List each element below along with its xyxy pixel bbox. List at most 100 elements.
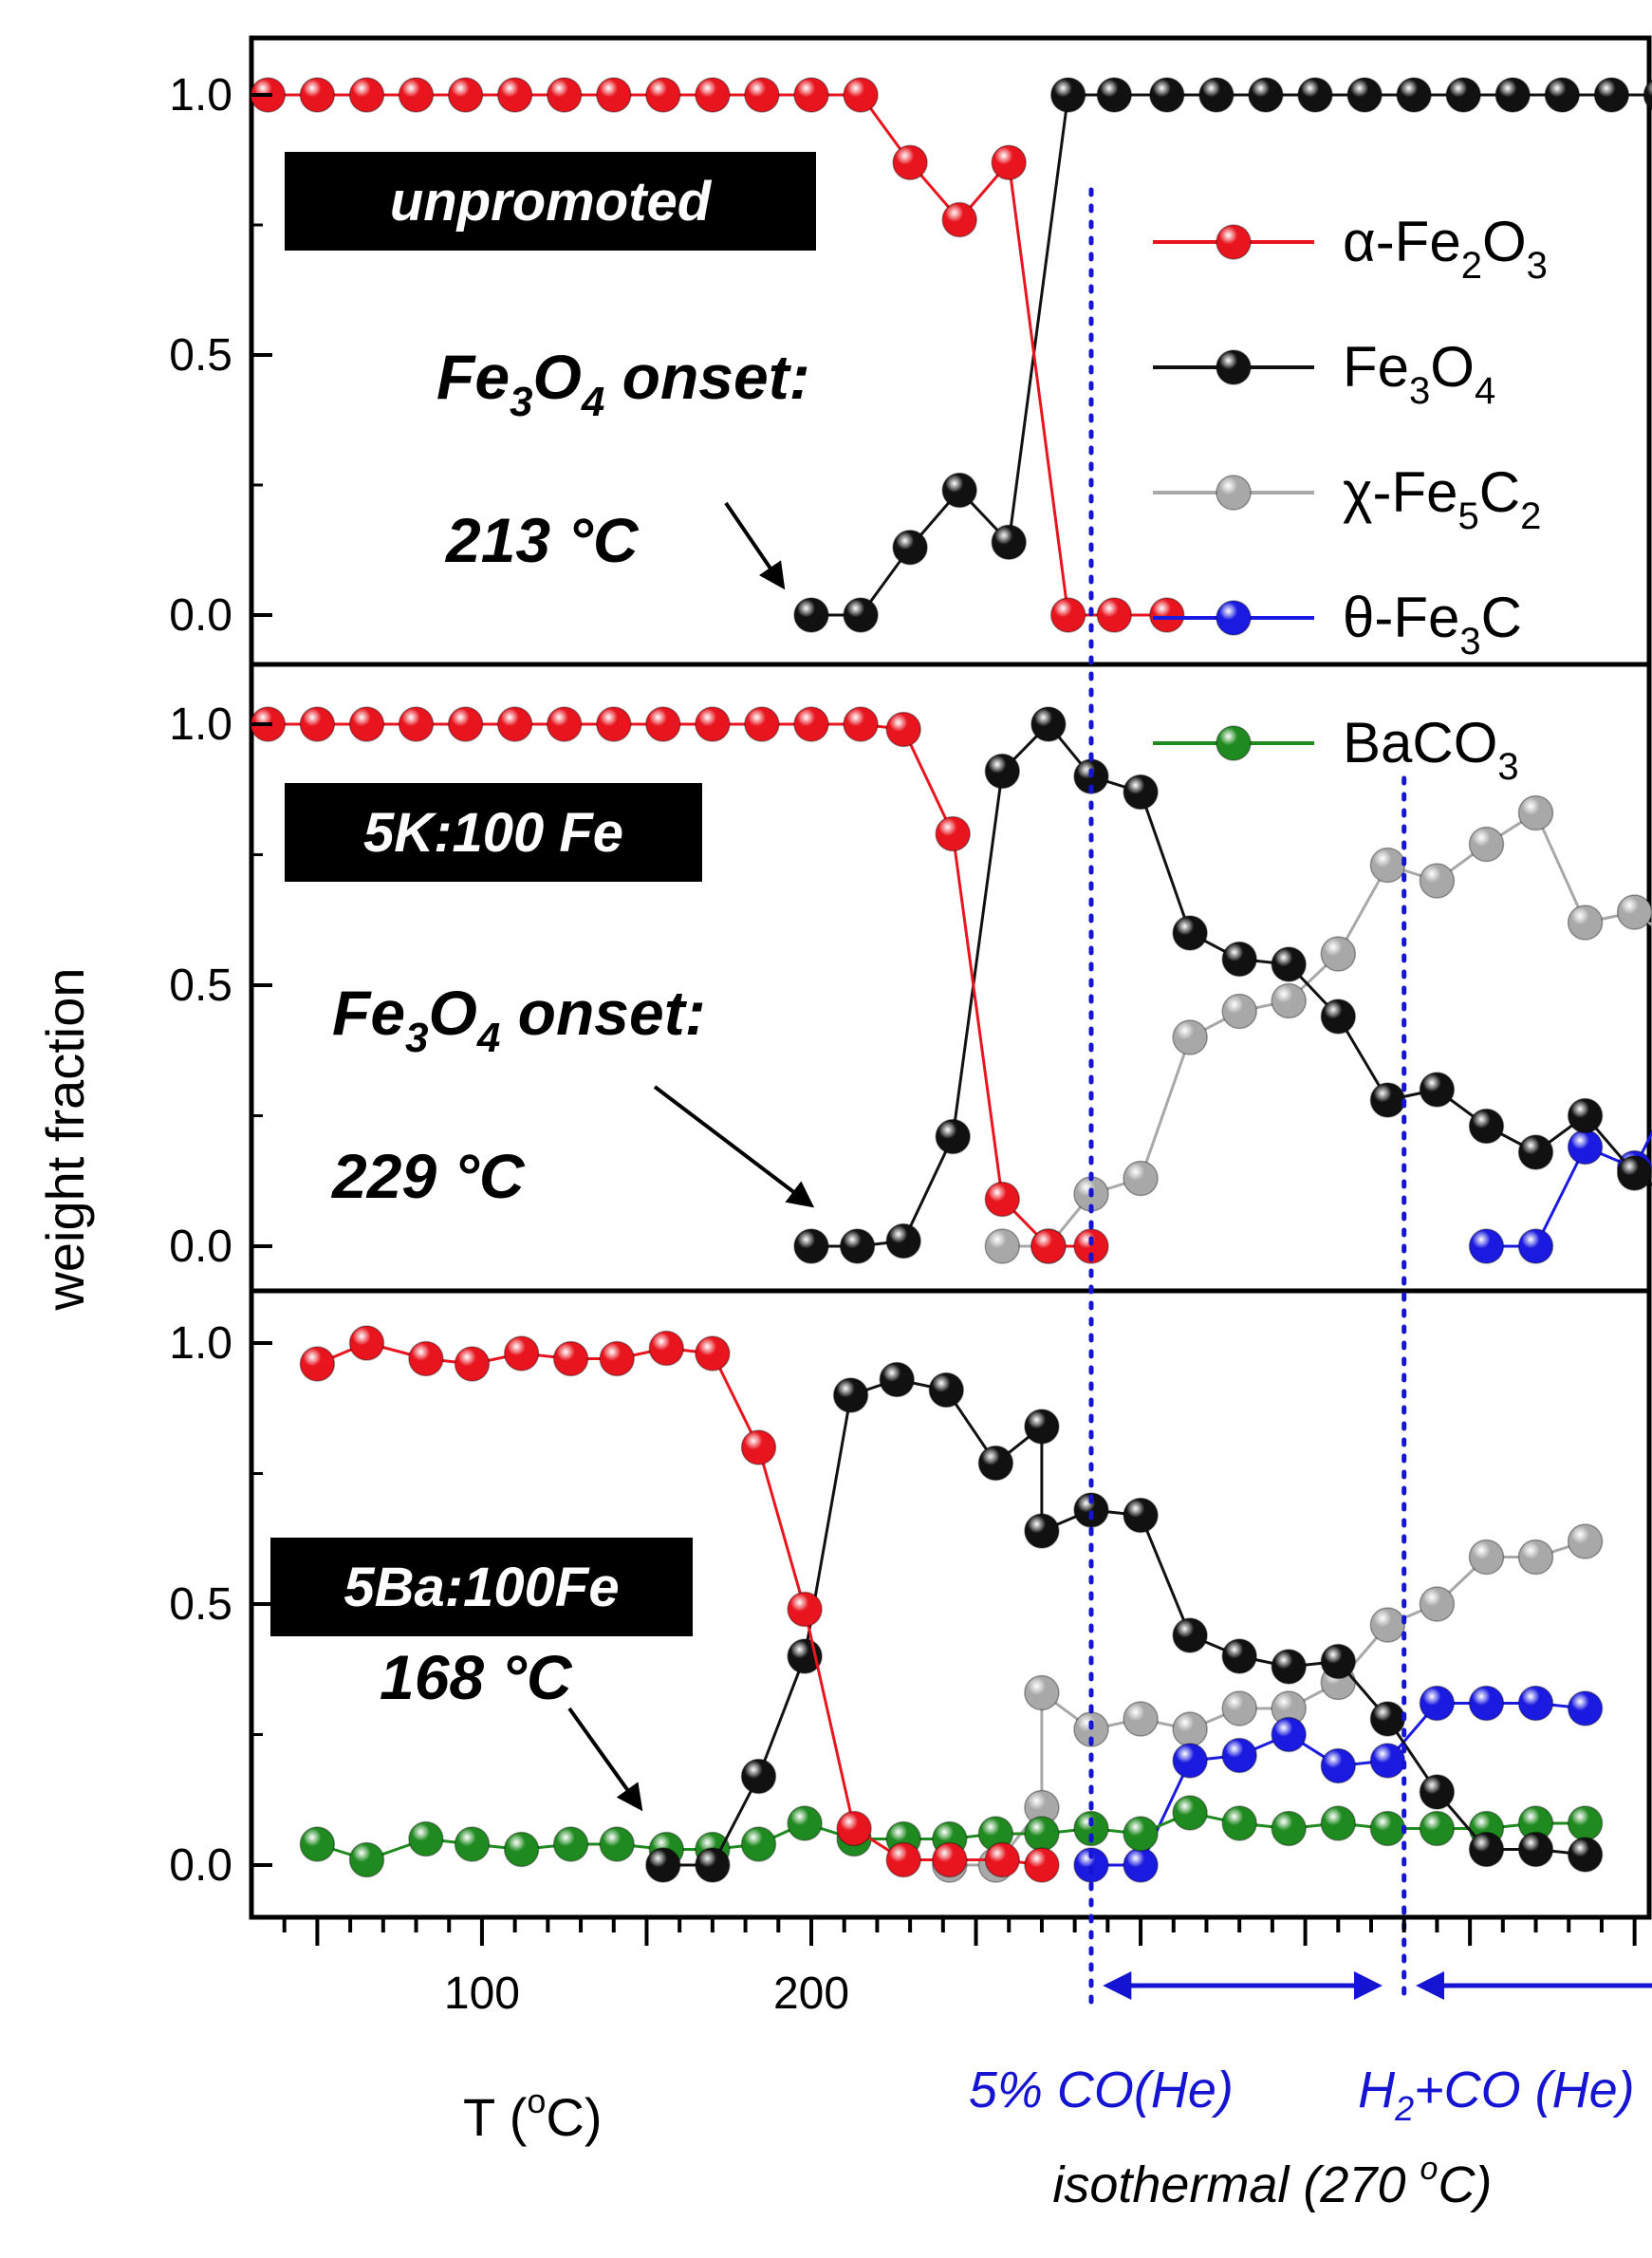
panel-2-fe3o4-point (1369, 1082, 1406, 1118)
panel-2-fe3o4-point (1419, 1072, 1456, 1108)
panel-2-alpha_fe2o3-point (348, 706, 385, 742)
panel-1-alpha_fe2o3-point (348, 77, 385, 113)
x-tick-label: 100 (444, 1969, 520, 2019)
panel-3-alpha_fe2o3-point (454, 1346, 491, 1382)
panel-3-theta_fe3c-point (1468, 1685, 1505, 1722)
panel-3-alpha_fe2o3-line (316, 1341, 1043, 1867)
panel-1-fe3o4-point (1445, 77, 1481, 113)
panel-3-chi_fe5c2-point (1024, 1674, 1060, 1711)
panel-3-alpha_fe2o3-point (787, 1591, 823, 1628)
panel-2-alpha_fe2o3-point (744, 706, 780, 742)
panel-1-label-box (285, 152, 816, 251)
panel-1-alpha_fe2o3-point (695, 77, 731, 113)
panel-2-chi_fe5c2-point (1517, 794, 1554, 831)
y-tick-label: 1.0 (169, 70, 232, 121)
panel-3-baco3-point (408, 1820, 444, 1857)
legend-marker-baco3 (1216, 725, 1252, 761)
panel-2-onset-arrow (653, 1085, 815, 1208)
legend-label-theta_fe3c: θ-Fe3C (1343, 586, 1522, 662)
legend-marker-alpha_fe2o3 (1216, 224, 1252, 260)
panel-3-baco3-point (1419, 1810, 1456, 1847)
y-tick-label: 0.0 (169, 1222, 232, 1272)
panel-1-fe3o4-point (892, 530, 928, 566)
panel-3-baco3-point (1024, 1816, 1060, 1852)
panel-3-fe3o4-point (740, 1758, 777, 1795)
panel-3-fe3o4-point (977, 1445, 1014, 1482)
panel-1-label: unpromoted (390, 171, 713, 233)
panel-2-alpha_fe2o3-point (1030, 1228, 1067, 1264)
panel-1-alpha_fe2o3-point (941, 201, 977, 238)
panel-3-alpha_fe2o3-point (648, 1330, 685, 1367)
panel-1-alpha_fe2o3-point (892, 144, 928, 180)
panel-3-baco3-point (299, 1826, 336, 1862)
panel-2-chi_fe5c2-point (1123, 1160, 1159, 1197)
panel-3-fe3o4-point (879, 1361, 915, 1398)
legend-label-baco3: BaCO3 (1343, 711, 1519, 788)
panel-3-alpha_fe2o3-point (885, 1841, 921, 1878)
legend-marker-theta_fe3c (1216, 600, 1252, 636)
panel-2-chi_fe5c2-point (1369, 847, 1406, 884)
panel-2-onset-temp: 229 °C (330, 1141, 526, 1211)
panel-1-alpha_fe2o3-point (1049, 597, 1086, 633)
panel-1-fe3o4-point (1544, 77, 1581, 113)
panel-2-fe3o4-point (839, 1228, 876, 1264)
panel-2-alpha_fe2o3-point (984, 1181, 1021, 1218)
panel-3-fe3o4-point (1320, 1643, 1357, 1680)
panel-1-alpha_fe2o3-point (744, 77, 780, 113)
panel-3-alpha_fe2o3-point (299, 1346, 336, 1382)
panel-3-fe3o4-point (1221, 1638, 1257, 1674)
panel-3-fe3o4-point (928, 1372, 965, 1409)
panel-3-chi_fe5c2-point (1123, 1701, 1159, 1737)
panel-2-alpha_fe2o3-point (645, 706, 681, 742)
panel-3-baco3-point (1221, 1805, 1257, 1841)
panel-2-fe3o4-point (1517, 1134, 1554, 1170)
x-axis-title: T (oC) (463, 2081, 603, 2147)
panel-2-alpha_fe2o3-point (885, 711, 921, 748)
panel-1-fe3o4-point (1297, 77, 1333, 113)
panel-2-theta_fe3c-point (1517, 1228, 1554, 1264)
panel-3-alpha_fe2o3-point (1024, 1847, 1060, 1883)
panel-1-fe3o4-point (843, 597, 879, 633)
panel-2-fe3o4-point (1468, 1108, 1505, 1145)
panel-2-fe3o4-point (1271, 946, 1307, 982)
panel-1-alpha_fe2o3-point (447, 77, 484, 113)
panel-3-onset-temp: 168 °C (380, 1642, 573, 1712)
panel-2-chi_fe5c2-point (1221, 993, 1257, 1030)
panel-2-fe3o4-point (885, 1222, 921, 1260)
panel-2-fe3o4-point (1030, 706, 1067, 742)
panel-3-onset-arrow (567, 1707, 643, 1812)
panel-2-chi_fe5c2-point (1419, 863, 1456, 899)
y-tick-label: 0.5 (169, 1579, 232, 1630)
panel-3-baco3-point (1073, 1810, 1109, 1847)
panel-1-fe3o4-point (1643, 79, 1652, 111)
isothermal-label: isothermal (270 oC) (1052, 2151, 1492, 2213)
panel-2-chi_fe5c2-point (1567, 905, 1604, 941)
y-tick-label: 1.0 (169, 700, 232, 750)
panel-3-theta_fe3c-point (1567, 1690, 1604, 1726)
panel-3-fe3o4-point (1271, 1649, 1307, 1685)
panel-1-onset-temp: 213 °C (444, 505, 640, 575)
panel-3-alpha_fe2o3-point (695, 1335, 731, 1372)
legend-label-fe3o4: Fe3O4 (1343, 335, 1495, 412)
panel-3-baco3-point (454, 1826, 491, 1862)
y-tick-label: 0.5 (169, 961, 232, 1011)
panel-1-fe3o4-point (1593, 77, 1630, 113)
panel-3-baco3-point (599, 1826, 635, 1862)
panel-2-alpha_fe2o3-point (299, 706, 336, 742)
panel-1-alpha_fe2o3-point (645, 77, 681, 113)
panel-1-fe3o4-point (1198, 77, 1234, 113)
panel-2-label: 5K:100 Fe (363, 802, 623, 864)
panel-3-baco3-point (503, 1831, 540, 1868)
y-tick-label: 1.0 (169, 1318, 232, 1369)
panel-1-fe3o4-point (1494, 77, 1531, 113)
panel-2-alpha_fe2o3-point (793, 706, 829, 742)
panel-1-alpha_fe2o3-point (299, 77, 336, 113)
panel-2-chi_fe5c2-point (984, 1228, 1021, 1264)
panel-2-theta_fe3c-point (1468, 1228, 1505, 1264)
stage-2-label: H2+CO (He) (1358, 2062, 1635, 2128)
legend-marker-fe3o4 (1216, 349, 1252, 385)
panel-3-theta_fe3c-point (1419, 1685, 1456, 1722)
panel-1-alpha_fe2o3-point (1096, 597, 1133, 633)
panel-3-baco3-point (1172, 1795, 1208, 1831)
panel-1-fe3o4-point (1248, 77, 1284, 113)
